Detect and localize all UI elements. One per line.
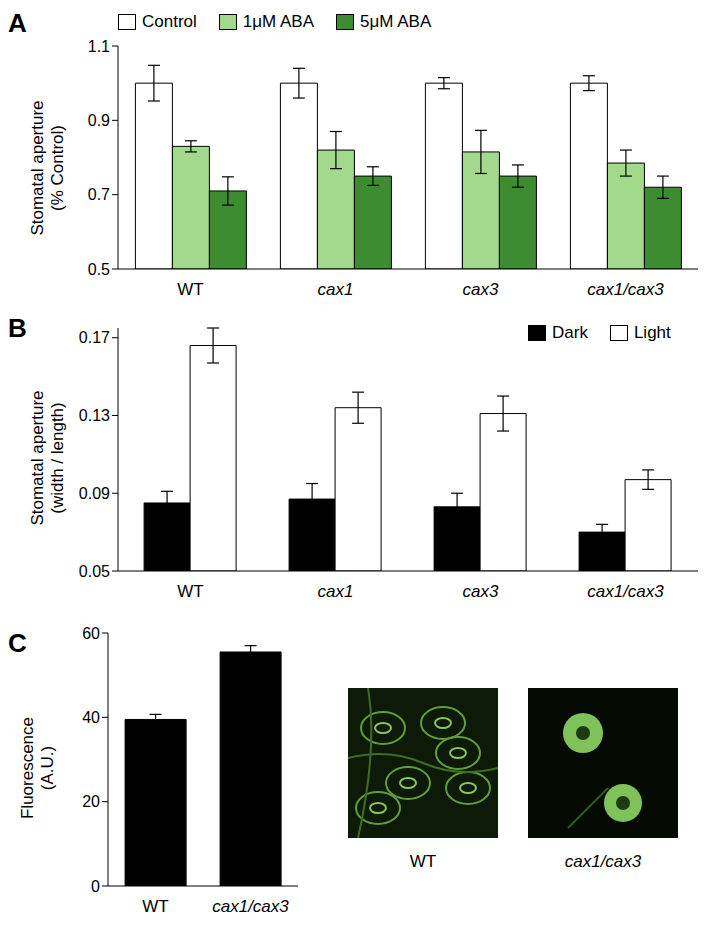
- html-text:A: A: [8, 8, 27, 38]
- svg-text:0.09: 0.09: [79, 485, 110, 502]
- html-text:(A.U.): (A.U.): [38, 745, 57, 791]
- svg-text:20: 20: [82, 793, 100, 810]
- html-text:Light: Light: [633, 323, 671, 342]
- svg-text:1.1: 1.1: [88, 38, 110, 55]
- html-text:cax1/cax3: cax1/cax3: [564, 852, 642, 871]
- svg-text:0.13: 0.13: [79, 407, 110, 424]
- html-text:B: B: [8, 313, 27, 343]
- svg-text:cax3: cax3: [463, 280, 499, 299]
- svg-text:40: 40: [82, 709, 100, 726]
- html-text:(width / length): (width / length): [48, 402, 67, 514]
- html-text:Fluorescence: Fluorescence: [18, 717, 37, 819]
- svg-text:0.9: 0.9: [88, 112, 110, 129]
- svg-text:WT: WT: [142, 897, 168, 916]
- svg-text:0: 0: [91, 878, 100, 895]
- html-text:Stomatal aperture: Stomatal aperture: [28, 100, 47, 236]
- html-text:C: C: [8, 628, 27, 658]
- svg-text:cax1: cax1: [318, 280, 354, 299]
- svg-text:0.5: 0.5: [88, 261, 110, 278]
- html-text:(% Control): (% Control): [48, 125, 67, 211]
- svg-text:cax3: cax3: [463, 582, 499, 601]
- html-text:Control: Control: [142, 12, 197, 31]
- svg-text:cax1/cax3: cax1/cax3: [212, 897, 289, 916]
- html-text:5μM ABA: 5μM ABA: [360, 12, 432, 31]
- svg-text:0.7: 0.7: [88, 186, 110, 203]
- svg-text:60: 60: [82, 625, 100, 642]
- svg-text:0.17: 0.17: [79, 329, 110, 346]
- html-text:1μM ABA: 1μM ABA: [242, 12, 314, 31]
- svg-text:WT: WT: [177, 582, 203, 601]
- html-text:Stomatal aperture: Stomatal aperture: [28, 390, 47, 526]
- html-text:WT: WT: [409, 852, 437, 871]
- svg-text:cax1/cax3: cax1/cax3: [587, 280, 664, 299]
- svg-text:cax1: cax1: [318, 582, 354, 601]
- svg-text:WT: WT: [177, 280, 203, 299]
- html-text:Dark: Dark: [552, 323, 588, 342]
- svg-text:0.05: 0.05: [79, 563, 110, 580]
- svg-text:cax1/cax3: cax1/cax3: [587, 582, 664, 601]
